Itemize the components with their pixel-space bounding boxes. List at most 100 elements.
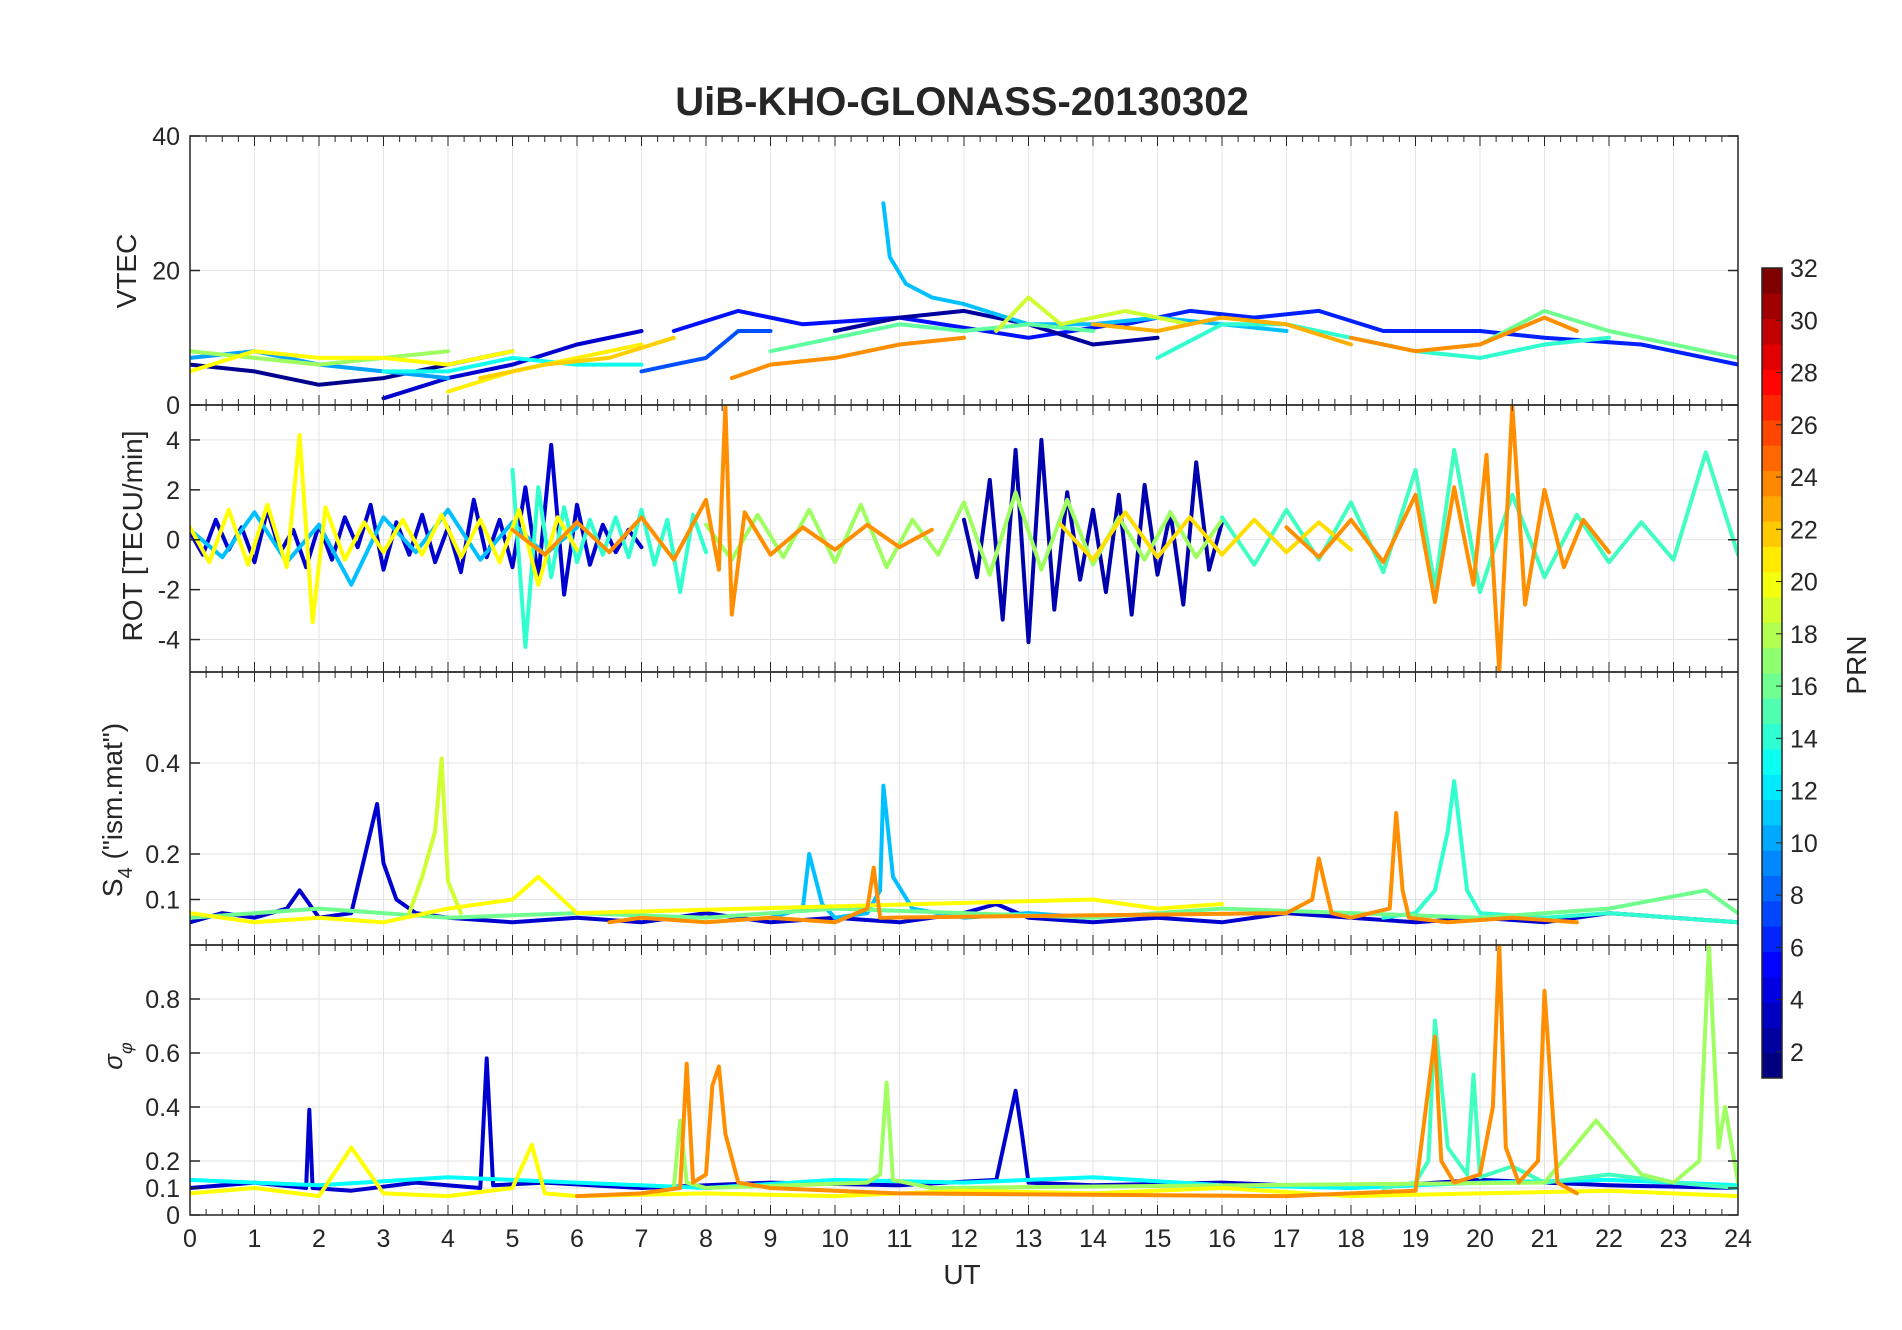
x-tick-label: 18 [1337,1225,1365,1253]
x-tick-label: 21 [1531,1225,1559,1253]
colorbar-segment [1762,419,1782,446]
series-line-prn-24 [510,405,934,617]
series-line-prn-6 [639,329,773,374]
y-tick-label: 0 [166,527,180,555]
y-tick-label: 0.1 [145,1175,180,1203]
x-tick-label: 6 [570,1225,584,1253]
colorbar-tick-label: 16 [1790,673,1818,701]
colorbar-tick-label: 32 [1790,255,1818,283]
y-tick-label: 4 [166,427,180,455]
colorbar-tick-label: 4 [1790,987,1804,1015]
series-line-prn-11 [881,201,966,307]
colorbar-tick-label: 8 [1790,882,1804,910]
colorbar-segment [1762,318,1782,345]
y-tick-label: -4 [158,627,180,655]
x-tick-label: 24 [1724,1225,1752,1253]
colorbar-segment [1762,597,1782,623]
colorbar-segment [1762,1052,1782,1079]
colorbar-segment [1762,1002,1782,1028]
y-tick-label: 0.4 [145,750,180,778]
y-tick-label: 40 [152,123,180,151]
y-tick-label: 0 [166,392,180,420]
x-tick-label: 22 [1595,1225,1623,1253]
panel-sigma_phi: 00.10.2 0.4 0.6 0.8 [145,944,1739,1230]
series-line-prn-18 [704,490,1224,577]
colorbar-tick-label: 2 [1790,1039,1804,1067]
x-tick-label: 2 [312,1225,326,1253]
series-line-prn-17 [1478,308,1738,360]
vtec-axis-label: VTEC [111,234,142,309]
s4-axis-label: S4 ("ism.mat") [97,723,137,897]
sigma-axis-label: σφ [98,1042,136,1070]
y-tick-label: 20 [152,258,180,286]
series-line-prn-22 [478,335,676,381]
x-tick-label: 20 [1466,1225,1494,1253]
colorbar-segment [1762,647,1782,674]
x-tick-label: 5 [506,1225,520,1253]
series-line-prn-23 [1091,315,1353,347]
colorbar-segment [1762,799,1782,826]
colorbar-segment [1762,470,1782,497]
series-line-prn-1 [190,442,644,597]
series-line-prn-19 [407,756,463,916]
y-tick-label: 0.4 [145,1094,180,1122]
colorbar-segment [1762,293,1782,320]
series-line-prn-14 [1381,779,1738,925]
series-line-prn-13 [381,355,644,374]
x-axis-label: UT [943,1259,980,1290]
x-tick-labels: 0 1 2 3 4 5 6 7 8 9 10 11 12 13 14 15 16 17 18 19 20 21 22 23 24 [183,1225,1752,1253]
series-line-prn-24 [1349,315,1579,354]
colorbar-segment [1762,546,1782,573]
x-tick-label: 7 [635,1225,649,1253]
series-line-prn-16 [768,322,1095,354]
panel-series [190,405,1738,672]
colorbar-segment [1762,394,1782,421]
panel-xticks [189,945,1739,1215]
series-line-prn-21 [1058,510,1353,562]
y-tick-label: 2 [166,477,180,505]
s4-label-sub: 4 [115,867,137,878]
series-line-prn-24 [575,945,1579,1199]
y-tick-label: 0.1 [145,887,180,915]
colorbar-segment [1762,495,1782,522]
y-tick-label: 0.2 [145,841,180,869]
colorbar-segment [1762,622,1782,649]
series-line-prn-4 [671,308,1160,340]
x-tick-label: 14 [1079,1225,1107,1253]
panel-xticks [189,136,1739,405]
colorbar-segment [1762,343,1782,370]
y-tick-label: 0.6 [145,1040,180,1068]
colorbar-tick-label: 22 [1790,516,1818,544]
colorbar-segment [1762,673,1782,699]
panel-series [190,756,1738,925]
colorbar-label: PRN [1841,635,1872,694]
panel-xticks [189,405,1739,672]
colorbar-segment [1762,824,1782,851]
colorbar-segment [1762,850,1782,876]
colorbar-tick-label: 20 [1790,569,1818,597]
colorbar-segment [1762,951,1782,978]
x-tick-label: 9 [764,1225,778,1253]
colorbar-tick-label: 24 [1790,464,1818,492]
x-tick-label: 15 [1144,1225,1172,1253]
series-line-prn-19 [994,295,1192,333]
colorbar-tick-label: 12 [1790,778,1818,806]
panel-xticks [189,672,1739,945]
colorbar-segment [1762,926,1782,952]
colorbar-segment [1762,774,1782,801]
x-tick-label: 1 [248,1225,262,1253]
colorbar-segment [1762,1027,1782,1054]
series-line-prn-24 [607,811,1579,925]
colorbar-frame [1761,267,1783,1079]
x-tick-label: 16 [1208,1225,1236,1253]
series-line-prn-18 [671,945,1738,1190]
series-line-prn-15 [1381,1018,1738,1190]
x-tick-label: 13 [1015,1225,1043,1253]
colorbar-segment [1762,976,1782,1003]
colorbar-tick-label: 30 [1790,307,1818,335]
y-tick-label: 0.2 [145,1148,180,1176]
y-tick-label: -2 [158,577,180,605]
panel-series [190,945,1738,1199]
